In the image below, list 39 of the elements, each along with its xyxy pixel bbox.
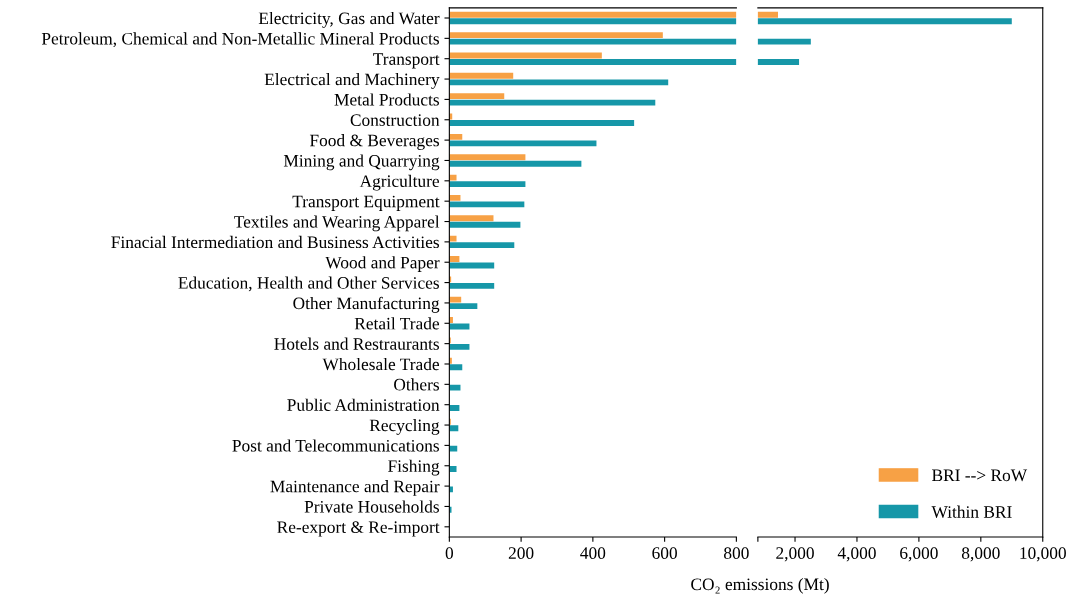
y-tick-label: Mining and Quarrying: [283, 154, 440, 171]
y-tick-label: Private Households: [304, 500, 439, 513]
y-tick-label: Petroleum, Chemical and Non-Metallic Mineral Products: [41, 32, 439, 48]
y-tick-label: Re-export & Re-import: [277, 521, 440, 537]
y-tick-label: Fishing: [388, 459, 440, 476]
y-tick-label: Food & Beverages: [309, 134, 439, 150]
x-tick-label: 4,000: [837, 547, 876, 562]
y-tick-label: Electricity, Gas and Water: [258, 11, 440, 28]
x-tick-label: 0: [445, 547, 454, 559]
y-tick-label: Finacial Intermediation and Business Activities: [111, 235, 439, 249]
legend-label: Within BRI: [931, 505, 1012, 518]
y-tick-label: Retail Trade: [354, 317, 440, 330]
y-tick-label: Wood and Paper: [325, 256, 440, 272]
x-tick-label: 600: [652, 547, 677, 559]
x-tick-label: 200: [508, 547, 534, 559]
y-tick-label: Maintenance and Repair: [270, 480, 440, 496]
x-tick-label: 400: [580, 547, 606, 559]
x-tick-label: 800: [724, 547, 749, 559]
y-tick-label: Other Manufacturing: [293, 296, 440, 313]
x-tick-label: 6,000: [900, 547, 938, 562]
y-tick-label: Agriculture: [359, 174, 440, 191]
x-tick-label: 2,000: [776, 547, 814, 562]
x-tick-label: 10,000: [1020, 547, 1066, 562]
y-tick-label: Electrical and Machinery: [264, 73, 440, 89]
y-tick-label: Recycling: [369, 419, 440, 435]
y-tick-label: Transport Equipment: [292, 195, 440, 211]
y-tick-label: Metal Products: [334, 93, 439, 106]
y-tick-label: Others: [394, 378, 439, 391]
x-axis-title: CO₂ emissions (Mt): [691, 577, 829, 594]
y-tick-label: Construction: [350, 114, 440, 126]
legend-label: BRI --> RoW: [932, 469, 1028, 482]
y-tick-label: Textiles and Wearing Apparel: [234, 215, 440, 232]
y-tick-label: Education, Health and Other Services: [178, 276, 439, 292]
y-tick-label: Transport: [373, 53, 440, 69]
y-tick-label: Hotels and Restraurants: [274, 337, 439, 350]
y-tick-label: Post and Telecommunications: [232, 439, 439, 452]
x-tick-label: 8,000: [961, 547, 1000, 562]
y-tick-label: Public Administration: [287, 398, 440, 411]
y-tick-label: Wholesale Trade: [322, 357, 440, 371]
